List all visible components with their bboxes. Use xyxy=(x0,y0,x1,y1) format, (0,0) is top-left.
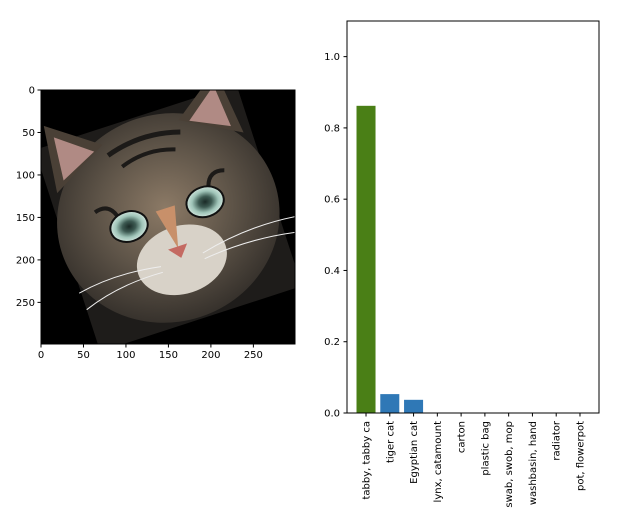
chart-x-tick-label: lynx, catamount xyxy=(433,421,444,503)
image-x-tick-label: 0 xyxy=(38,350,44,361)
image-x-tick-label: 200 xyxy=(201,350,220,361)
chart-x-tick-label: carton xyxy=(457,421,468,453)
cat-photo xyxy=(41,90,295,344)
chart-y-tick-label: 0.0 xyxy=(324,409,340,420)
bars xyxy=(356,105,590,413)
image-y-tick-label: 100 xyxy=(16,170,35,181)
image-y-tick-label: 50 xyxy=(22,128,35,139)
image-y-tick-label: 200 xyxy=(16,255,35,266)
image-panel: 0 50 100 150 200 250 0 50 100 150 200 250 xyxy=(16,86,296,361)
image-y-tick-label: 0 xyxy=(29,86,35,97)
image-y-tick-label: 250 xyxy=(16,298,35,309)
image-y-ticks: 0 50 100 150 200 250 xyxy=(16,86,41,309)
bar-0 xyxy=(356,105,376,413)
chart-y-ticks: 0.0 0.2 0.4 0.6 0.8 1.0 xyxy=(324,52,347,420)
bar-2 xyxy=(404,399,424,413)
bar-1 xyxy=(380,394,400,413)
chart-x-tick-label: tiger cat xyxy=(385,421,396,463)
chart-axes-frame xyxy=(346,20,600,414)
image-x-tick-label: 100 xyxy=(116,350,135,361)
chart-y-tick-label: 0.6 xyxy=(324,195,340,206)
chart-x-tick-label: pot, flowerpot xyxy=(575,421,586,491)
chart-x-tick-label: tabby, tabby ca xyxy=(362,421,373,500)
chart-y-tick-label: 1.0 xyxy=(324,52,340,63)
image-x-tick-label: 50 xyxy=(77,350,90,361)
bar-chart: 0.0 0.2 0.4 0.6 0.8 1.0 tabby, tabby ca tiger … xyxy=(324,20,600,508)
chart-x-tick-label: radiator xyxy=(552,420,563,461)
chart-x-tick-label: swab, swob, mop xyxy=(504,421,515,508)
chart-x-tick-label: plastic bag xyxy=(480,421,491,476)
image-x-tick-label: 150 xyxy=(159,350,178,361)
image-y-tick-label: 150 xyxy=(16,213,35,224)
chart-x-tick-label: washbasin, hand xyxy=(528,421,539,505)
chart-y-tick-label: 0.2 xyxy=(324,337,340,348)
chart-y-tick-label: 0.4 xyxy=(324,266,340,277)
chart-x-tick-label: Egyptian cat xyxy=(409,421,420,484)
chart-y-tick-label: 0.8 xyxy=(324,123,340,134)
image-x-ticks: 0 50 100 150 200 250 xyxy=(38,344,263,361)
image-x-tick-label: 250 xyxy=(244,350,263,361)
chart-x-ticks: tabby, tabby ca tiger cat Egyptian cat lynx… xyxy=(362,413,586,508)
